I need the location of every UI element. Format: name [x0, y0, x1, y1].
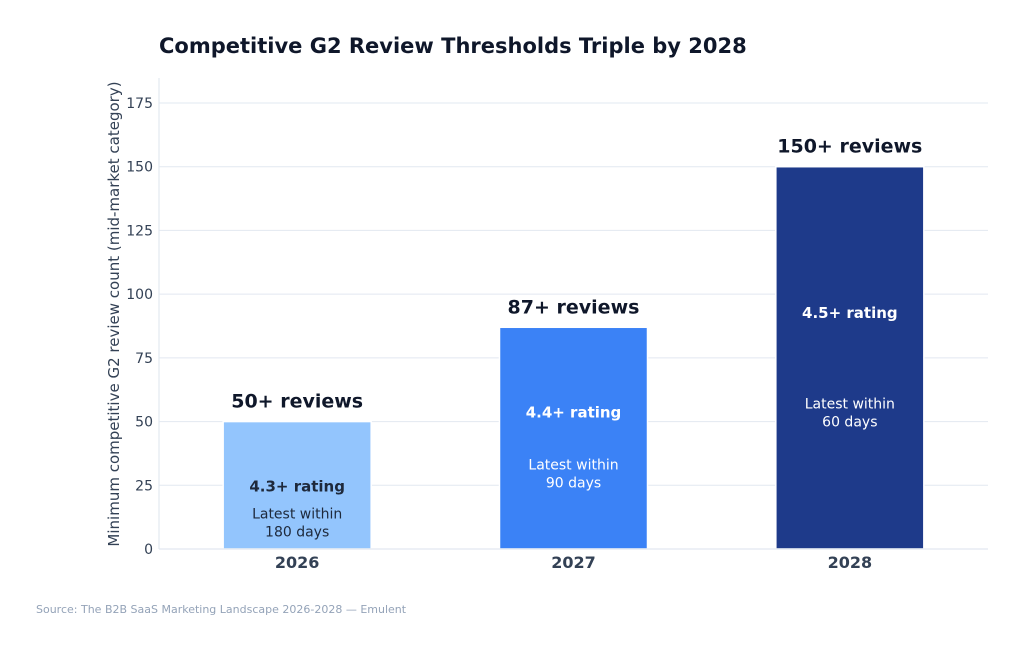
bar-value-label: 150+ reviews — [777, 136, 922, 158]
recency-label: 60 days — [822, 415, 877, 431]
recency-label: 180 days — [265, 524, 329, 540]
y-tick-label: 0 — [144, 542, 153, 558]
y-tick-label: 150 — [126, 160, 153, 176]
x-tick-labels: 2026 2027 2028 — [275, 553, 872, 572]
y-tick-label: 50 — [135, 415, 153, 431]
bar-2027 — [498, 326, 649, 550]
recency-label: Latest within — [528, 458, 618, 474]
rating-label: 4.4+ rating — [526, 404, 622, 422]
source-note: Source: The B2B SaaS Marketing Landscape… — [36, 603, 407, 616]
y-axis-label: Minimum competitive G2 review count (mid… — [105, 81, 123, 546]
recency-label: 90 days — [546, 476, 601, 492]
bar-value-label: 87+ reviews — [508, 296, 640, 318]
y-tick-label: 75 — [135, 351, 153, 367]
x-tick-label: 2028 — [828, 553, 873, 572]
y-tick-labels: 0 25 50 75 100 125 150 175 — [126, 96, 153, 558]
rating-label: 4.3+ rating — [249, 477, 345, 495]
bar-value-label: 50+ reviews — [231, 391, 363, 413]
recency-label: Latest within — [252, 506, 342, 522]
recency-label: Latest within — [805, 397, 895, 413]
y-tick-label: 25 — [135, 478, 153, 494]
y-tick-label: 100 — [126, 287, 153, 303]
chart-title: Competitive G2 Review Thresholds Triple … — [159, 34, 747, 58]
x-tick-label: 2026 — [275, 553, 320, 572]
x-tick-label: 2027 — [551, 553, 596, 572]
y-tick-label: 175 — [126, 96, 153, 112]
bar-2028 — [775, 165, 925, 550]
rating-label: 4.5+ rating — [802, 304, 898, 322]
y-tick-label: 125 — [126, 223, 153, 239]
bars: 50+ reviews 4.3+ rating Latest within 180 d… — [222, 136, 925, 550]
